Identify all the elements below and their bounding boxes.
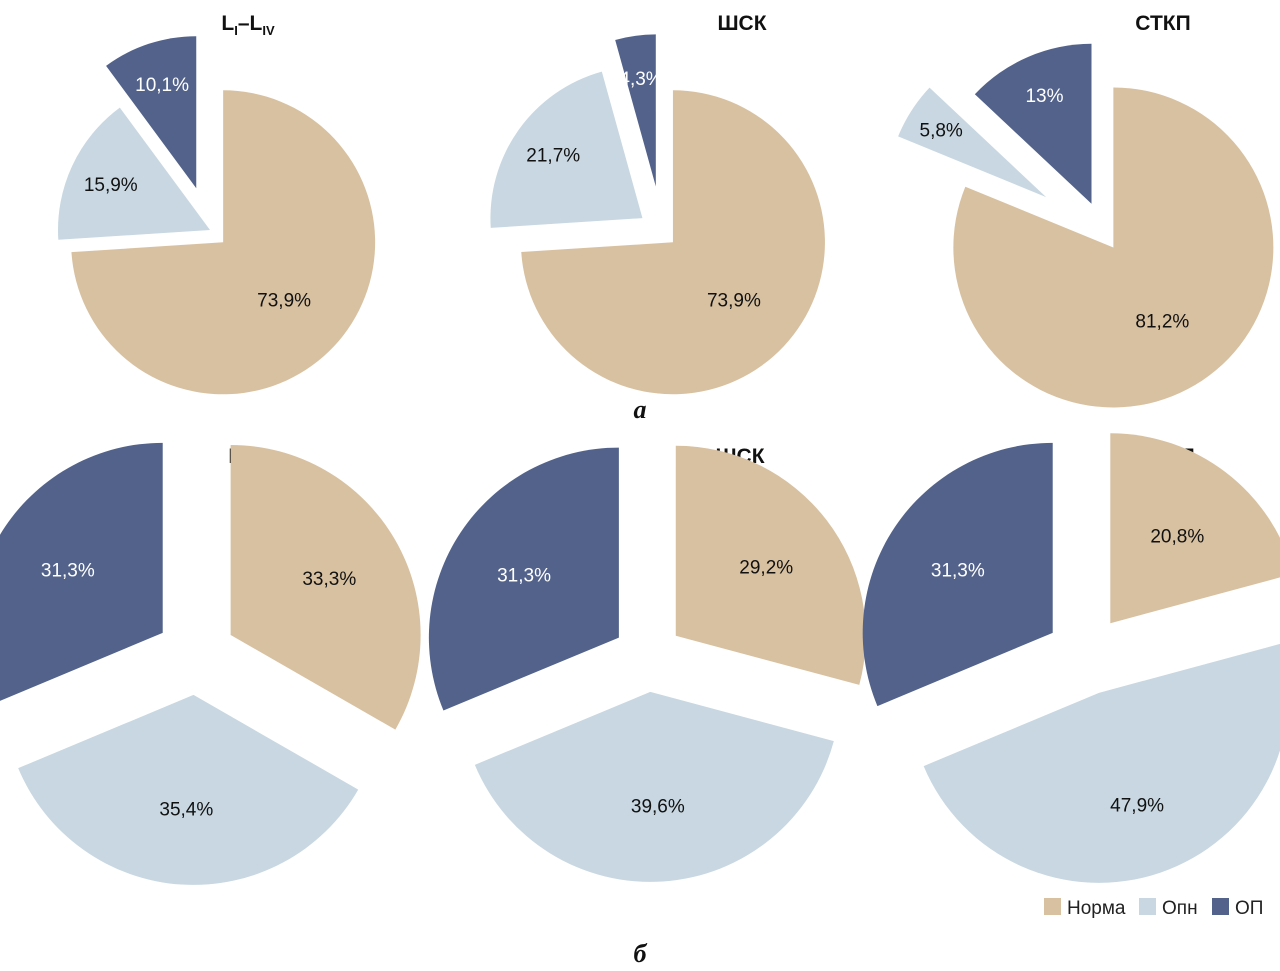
pie-chart-6: СТКП20,8%47,9%31,3% xyxy=(862,433,1280,883)
pie-slice-label: 81,2% xyxy=(1135,312,1189,333)
pie-slice-1 xyxy=(230,444,421,730)
pie-slice-3 xyxy=(106,36,197,189)
pie-slice-3 xyxy=(862,442,1053,707)
pie-slice-3 xyxy=(428,447,619,711)
pie-slice-2 xyxy=(57,107,210,240)
panel-letter-b: б xyxy=(634,939,648,968)
pie-slice-label: 20,8% xyxy=(1150,527,1204,548)
pie-chart-3: СТКП 81,2% 5,8% 13% xyxy=(898,12,1274,408)
pie-slice-1 xyxy=(1110,433,1280,624)
pie-chart-1: LI–LIV 73,9% 15,9% 10,1% xyxy=(57,12,376,395)
chart-title: СТКП xyxy=(1135,12,1190,35)
pie-slice-3 xyxy=(0,442,163,701)
pie-slice-3 xyxy=(615,34,656,187)
pie-slice-3 xyxy=(974,43,1092,204)
legend-label-opn: Опн xyxy=(1162,898,1198,919)
pie-slice-2 xyxy=(898,87,1047,198)
pie-slice-label: 29,2% xyxy=(739,557,793,578)
pie-slice-label: 4,3% xyxy=(619,69,662,90)
pie-slice-label: 39,6% xyxy=(631,797,685,818)
pie-slice-label: 15,9% xyxy=(84,175,138,196)
pie-slice-2 xyxy=(923,643,1280,883)
pie-slice-label: 13% xyxy=(1025,86,1063,107)
legend-swatch-opn xyxy=(1139,898,1156,915)
pie-slice-2 xyxy=(18,694,359,885)
pie-slice-label: 31,3% xyxy=(497,565,551,586)
pie-slice-2 xyxy=(490,71,643,228)
legend-swatch-op xyxy=(1212,898,1229,915)
pie-slice-1 xyxy=(521,90,825,395)
pie-slice-1 xyxy=(71,90,376,395)
pie-slice-label: 5,8% xyxy=(920,121,963,142)
pie-chart-4: LI–LIV33,3%35,4%31,3% xyxy=(0,442,421,885)
chart-title: LI–LIV xyxy=(221,12,275,38)
pie-slice-label: 47,9% xyxy=(1110,795,1164,816)
legend: Норма Опн ОП xyxy=(1044,898,1263,919)
pie-slice-label: 31,3% xyxy=(931,561,985,582)
pie-slice-1 xyxy=(953,87,1274,408)
pie-slice-label: 10,1% xyxy=(135,75,189,96)
pie-slice-1 xyxy=(675,445,866,685)
pie-slice-2 xyxy=(474,691,834,882)
pie-slice-label: 35,4% xyxy=(159,800,213,821)
pie-slice-label: 73,9% xyxy=(257,290,311,311)
pie-slice-label: 73,9% xyxy=(707,290,761,311)
legend-label-norma: Норма xyxy=(1067,898,1126,919)
pie-slice-label: 31,3% xyxy=(41,561,95,582)
pie-slice-label: 33,3% xyxy=(302,569,356,590)
panel-letter-a: а xyxy=(634,395,647,424)
chart-title: ШСК xyxy=(717,12,766,35)
pie-slice-label: 21,7% xyxy=(526,146,580,167)
legend-swatch-norma xyxy=(1044,898,1061,915)
pie-chart-2: ШСК 73,9% 21,7% 4,3% xyxy=(490,12,825,395)
charts-layer: LI–LIV 73,9% 15,9% 10,1% ШСК 73,9% 21,7% 4,3% СТ… xyxy=(0,12,1280,885)
legend-label-op: ОП xyxy=(1235,898,1263,919)
